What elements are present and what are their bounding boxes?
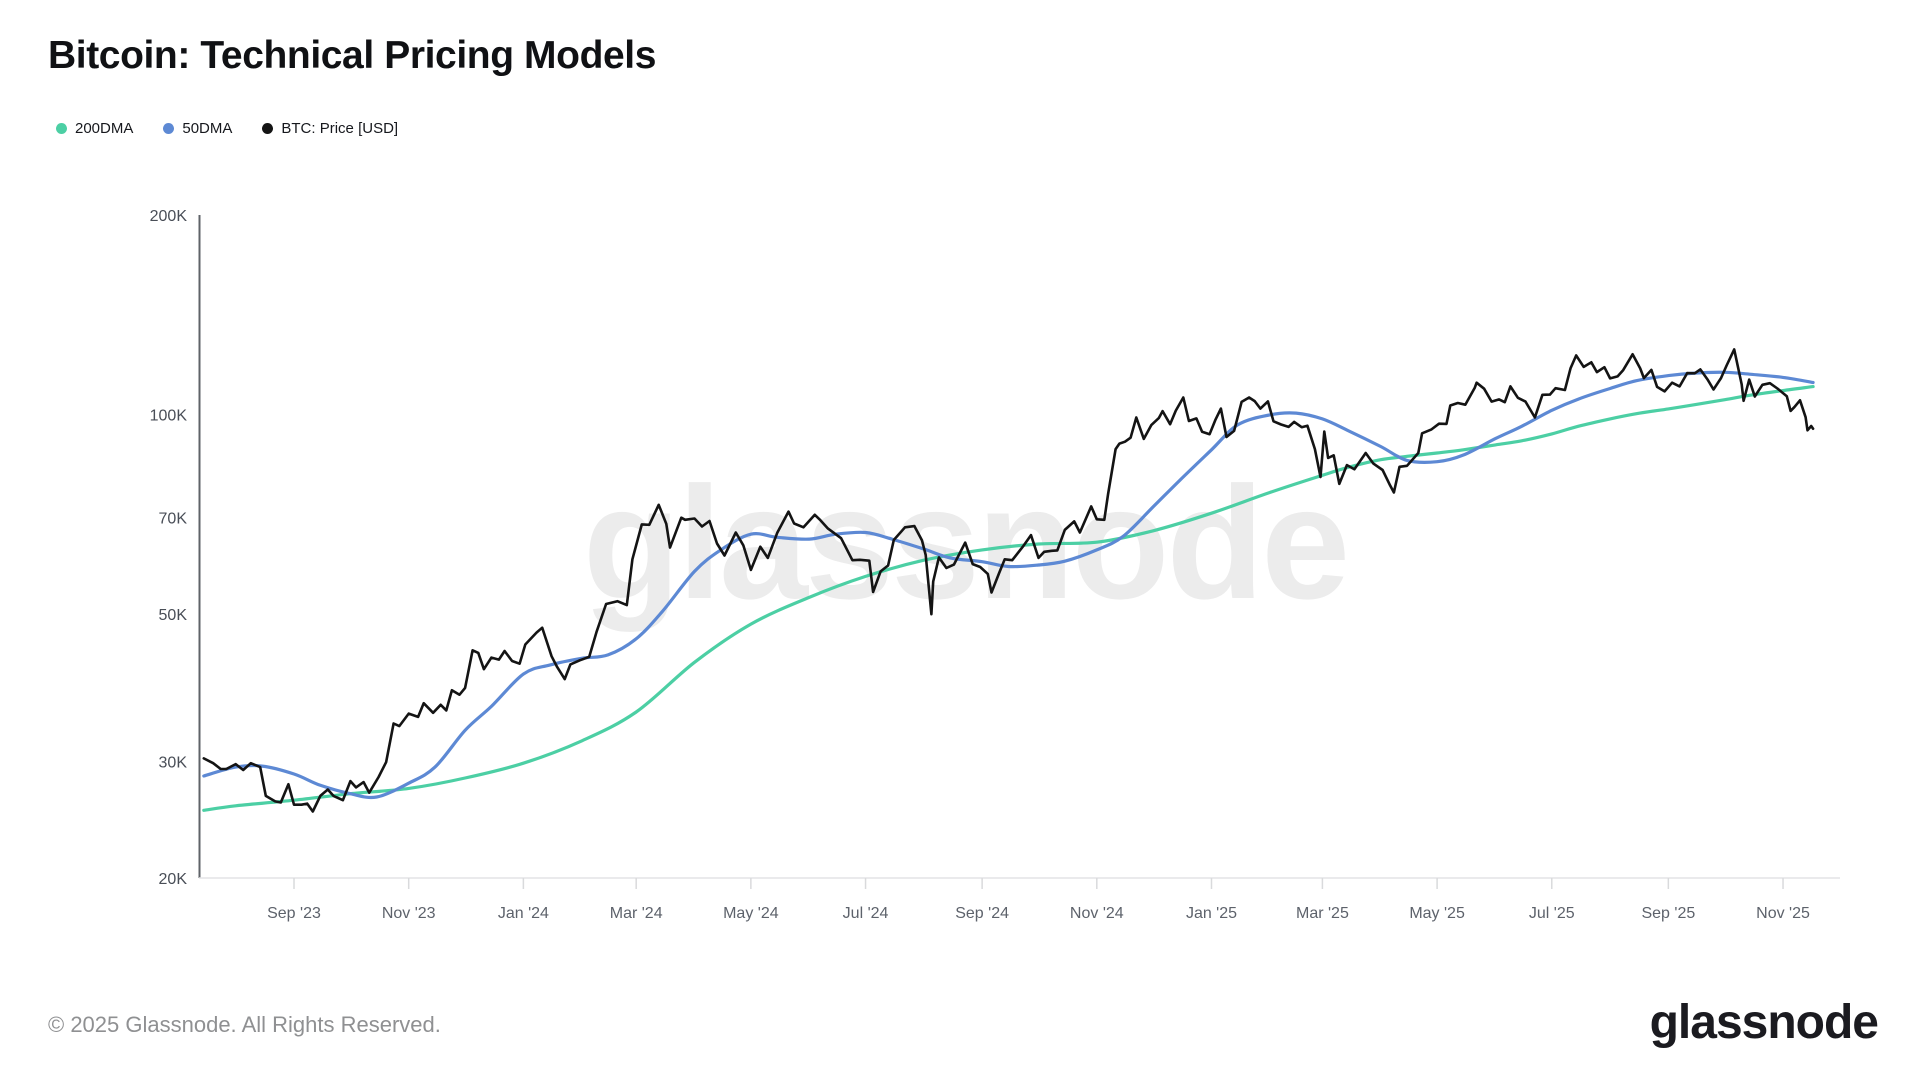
legend-label-50dma: 50DMA: [182, 120, 233, 137]
page-title: Bitcoin: Technical Pricing Models: [48, 34, 657, 77]
y-tick-label: 100K: [150, 408, 188, 425]
legend-dot-50dma-icon: [163, 123, 175, 134]
x-tick-label: Mar '25: [1296, 905, 1349, 922]
legend-item-200dma[interactable]: 200DMA: [56, 120, 133, 137]
x-tick-label: Nov '24: [1070, 905, 1124, 922]
y-tick-label: 200K: [150, 208, 188, 225]
x-tick-label: Nov '25: [1756, 905, 1810, 922]
x-tick-label: May '24: [723, 905, 779, 922]
y-tick-label: 50K: [159, 607, 188, 624]
x-tick-label: Jul '25: [1529, 905, 1575, 922]
copyright-text: © 2025 Glassnode. All Rights Reserved.: [48, 1012, 441, 1037]
x-tick-label: Sep '25: [1641, 905, 1695, 922]
x-tick-label: Nov '23: [382, 905, 436, 922]
series-line-200dma: [202, 385, 1815, 812]
chart-legend: 200DMA 50DMA BTC: Price [USD]: [56, 120, 398, 137]
y-tick-label: 30K: [159, 754, 188, 771]
x-tick-label: Jan '25: [1186, 905, 1237, 922]
y-tick-label: 20K: [159, 871, 188, 888]
y-tick-label: 70K: [159, 510, 188, 527]
legend-dot-200dma-icon: [56, 123, 67, 134]
x-tick-label: Mar '24: [610, 905, 663, 922]
legend-label-btc-price: BTC: Price [USD]: [281, 120, 399, 137]
x-tick-label: Sep '23: [267, 905, 321, 922]
series-line-btc-price-usd: [202, 348, 1815, 813]
legend-item-btc-price[interactable]: BTC: Price [USD]: [262, 120, 398, 137]
x-tick-label: Jan '24: [498, 905, 549, 922]
glassnode-logo: glassnode: [1649, 996, 1879, 1049]
series-line-50dma: [202, 370, 1815, 800]
x-tick-label: Jul '24: [843, 905, 889, 922]
legend-label-200dma: 200DMA: [75, 120, 134, 137]
legend-dot-btc-price-icon: [262, 123, 274, 134]
x-tick-label: May '25: [1409, 905, 1465, 922]
x-tick-label: Sep '24: [955, 905, 1009, 922]
legend-item-50dma[interactable]: 50DMA: [163, 120, 232, 137]
